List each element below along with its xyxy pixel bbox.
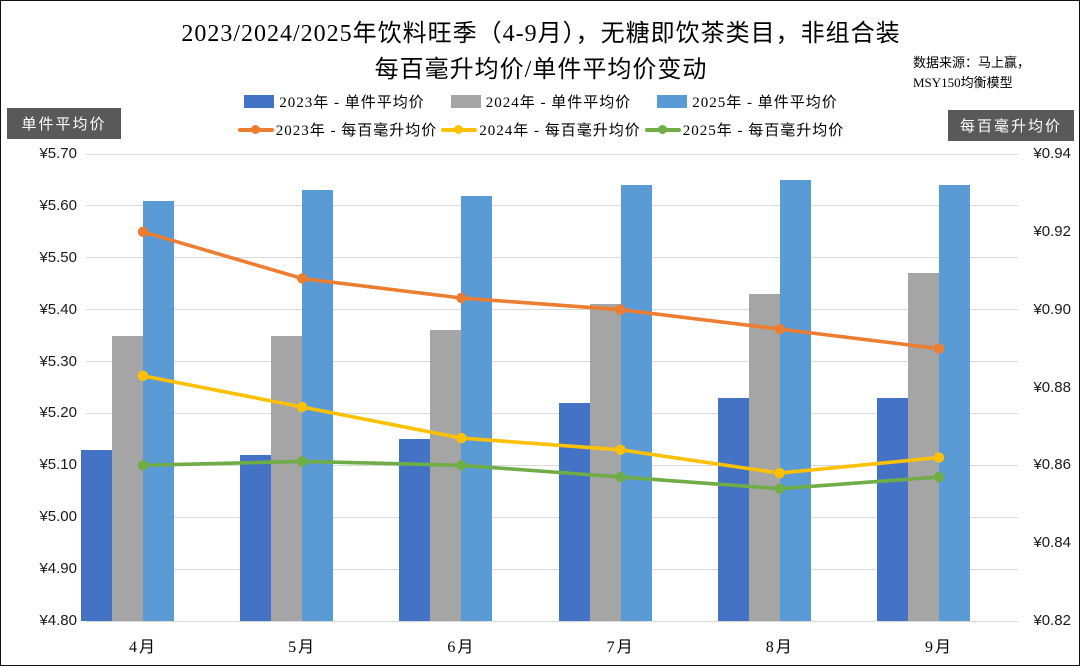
bar-9月-series3 [939,185,970,621]
legend-bar-swatch-icon [657,95,688,108]
bar-6月-series1 [399,439,431,621]
legend-label: 2025年 - 单件平均价 [692,95,838,111]
bar-7月-series3 [620,185,652,621]
bar-9月-series1 [877,397,908,621]
gridline [86,257,1018,259]
y-axis-right-tick-label: ¥0.90 [1033,300,1071,318]
legend-label: 2023年 - 单件平均价 [279,95,425,111]
legend-bars-row: 2023年 - 单件平均价 2024年 - 单件平均价 2025年 - 单件平均价 [1,91,1079,112]
legend-item-bar-3: 2025年 - 单件平均价 [657,91,838,112]
legend-line-marker-icon [454,125,464,134]
gridline [86,361,1018,363]
legend-item-line-3: 2025年 - 每百毫升均价 [644,119,845,140]
data-source-line2: MSY150均衡模型 [913,75,1013,90]
bar-5月-series1 [240,454,272,621]
x-axis-label: 6月 [447,639,476,656]
bar-4月-series3 [143,200,174,621]
legend-item-bar-1: 2023年 - 单件平均价 [244,91,425,112]
legend-label: 2024年 - 单件平均价 [485,95,632,111]
y-axis-right-tick-label: ¥0.94 [1033,145,1071,162]
gridline [86,568,1018,570]
data-source-note: 数据来源：马上赢， MSY150均衡模型 [913,53,1073,93]
legend-item-line-2: 2024年 - 每百毫升均价 [441,119,641,140]
trend-line-series1 [142,230,940,351]
legend-line-marker-icon [657,125,667,134]
bar-9月-series2 [908,273,939,621]
bar-5月-series3 [302,190,334,621]
x-axis-label: 8月 [765,639,794,656]
legend-item-line-1: 2023年 - 每百毫升均价 [237,119,438,140]
legend-bar-swatch-icon [244,95,275,108]
y-axis-right-tick-label: ¥0.88 [1033,378,1071,396]
legend-line-swatch-icon [441,124,478,135]
y-axis-left-tick-label: ¥5.30 [39,352,77,370]
y-axis-left-tick-label: ¥5.50 [39,248,77,266]
y-axis-right-tick-label: ¥0.82 [1033,612,1071,629]
chart-title-line2: 每百毫升均价/单件平均价变动 [374,57,708,83]
y-axis-left-tick-label: ¥4.80 [39,612,77,629]
bar-8月-series3 [779,179,811,621]
legend-label: 2025年 - 每百毫升均价 [682,123,845,139]
gridline [86,309,1018,311]
left-axis-badge: 单件平均价 [7,108,121,139]
gridline [86,516,1018,518]
legend-label: 2024年 - 每百毫升均价 [479,123,641,139]
data-source-line1: 数据来源：马上赢， [913,55,1031,70]
bar-4月-series1 [81,449,112,621]
bar-8月-series1 [717,397,749,621]
gridline [86,205,1018,207]
bar-4月-series2 [112,335,143,621]
legend-label: 2023年 - 每百毫升均价 [275,123,438,139]
gridline [86,620,1018,622]
x-axis-label: 9月 [924,639,953,656]
x-axis-label: 4月 [128,639,157,656]
x-axis-label: 5月 [288,639,317,656]
legend-line-marker-icon [250,125,260,134]
y-axis-left-tick-label: ¥5.70 [39,145,77,162]
chart-title-line1: 2023/2024/2025年饮料旺季（4-9月），无糖即饮茶类目，非组合装 [181,21,901,47]
y-axis-left-tick-label: ¥4.90 [39,560,77,578]
y-axis-right-tick-label: ¥0.92 [1033,222,1071,240]
bar-6月-series3 [461,195,493,621]
bar-6月-series2 [430,330,462,621]
x-axis-label: 7月 [606,639,635,656]
gridline [86,153,1018,155]
bar-7月-series2 [589,304,621,621]
y-axis-left-tick-label: ¥5.00 [39,508,77,526]
right-axis-badge: 每百毫升均价 [948,110,1074,141]
legend-item-bar-2: 2024年 - 单件平均价 [450,91,632,112]
y-axis-left-tick-label: ¥5.10 [39,456,77,474]
legend-bar-swatch-icon [450,95,481,108]
bar-5月-series2 [271,335,303,621]
y-axis-left-tick-label: ¥5.20 [39,404,77,422]
legend-line-swatch-icon [644,124,681,135]
bar-7月-series1 [558,403,590,621]
legend-line-swatch-icon [237,124,274,135]
y-axis-right-tick-label: ¥0.84 [1033,534,1071,552]
bar-8月-series2 [748,294,780,621]
y-axis-left-tick-label: ¥5.60 [39,196,77,214]
y-axis-right-tick-label: ¥0.86 [1033,456,1071,474]
y-axis-left-tick-label: ¥5.40 [39,300,77,318]
legend-lines-row: 2023年 - 每百毫升均价 2024年 - 每百毫升均价 2025年 - 每百毫升… [1,119,1079,140]
